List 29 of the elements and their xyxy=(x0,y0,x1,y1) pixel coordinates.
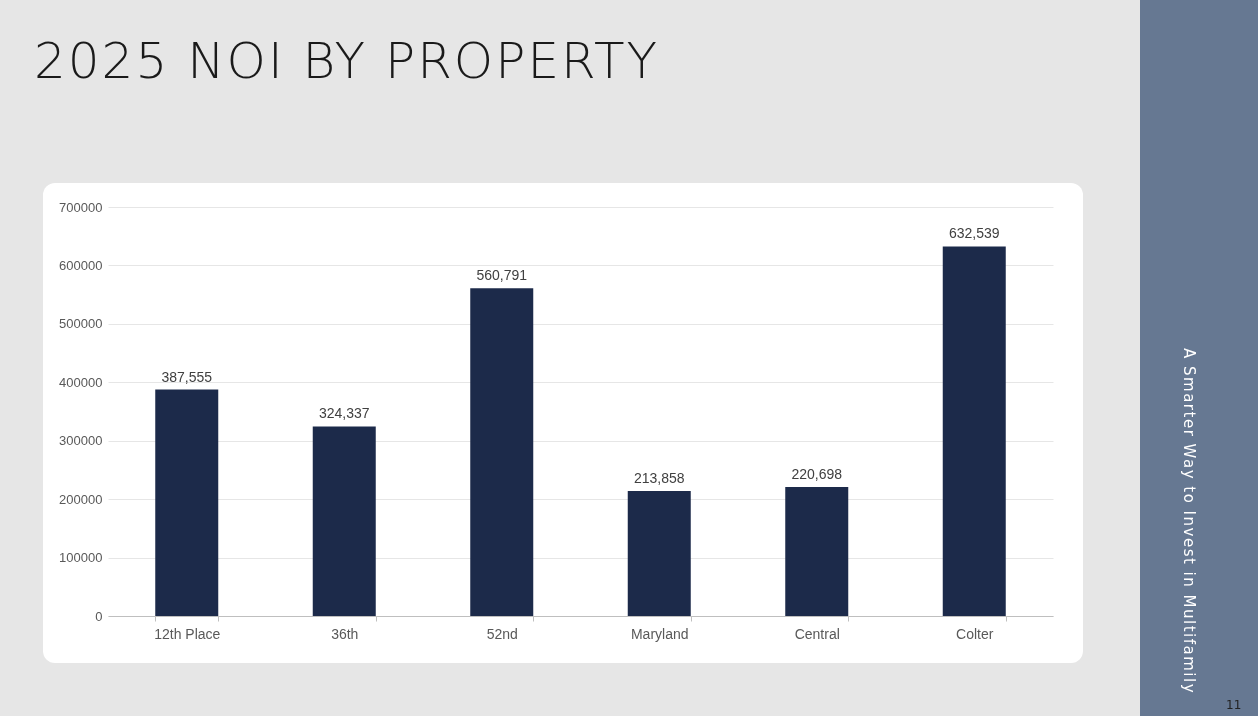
text: 11 xyxy=(1226,698,1242,712)
y-tick-label: 700000 xyxy=(59,199,103,215)
x-tick-label: Maryland xyxy=(630,625,689,642)
y-tick-label: 600000 xyxy=(59,257,103,273)
y-tick-label: 200000 xyxy=(59,491,103,507)
data-label: 387,555 xyxy=(161,368,213,385)
y-tick-label: 300000 xyxy=(59,433,103,449)
y-tick-label: 500000 xyxy=(59,316,103,332)
bar xyxy=(470,288,534,616)
bar xyxy=(155,389,219,616)
x-tick-label: Colter xyxy=(956,625,994,642)
x-tick-label: Central xyxy=(794,625,840,642)
data-label: 560,791 xyxy=(476,267,528,284)
bar xyxy=(627,491,691,616)
data-label: 632,539 xyxy=(948,225,1000,242)
y-tick-label: 100000 xyxy=(59,550,103,566)
x-tick-label: 12th Place xyxy=(154,625,221,642)
data-label: 324,337 xyxy=(318,405,370,422)
x-tick-label: 36th xyxy=(331,625,359,642)
y-tick-label: 0 xyxy=(95,608,103,624)
data-label: 213,858 xyxy=(633,470,685,487)
bar xyxy=(312,426,376,616)
data-label: 220,698 xyxy=(791,466,843,483)
bar xyxy=(942,246,1006,616)
bar xyxy=(785,487,849,616)
x-tick-label: 52nd xyxy=(486,625,518,642)
y-tick-label: 400000 xyxy=(59,374,103,390)
chart-title: 2025 NOI BY PROPERTY xyxy=(34,32,660,90)
text: A Smarter Way to Invest in Multifamily xyxy=(1180,348,1198,695)
